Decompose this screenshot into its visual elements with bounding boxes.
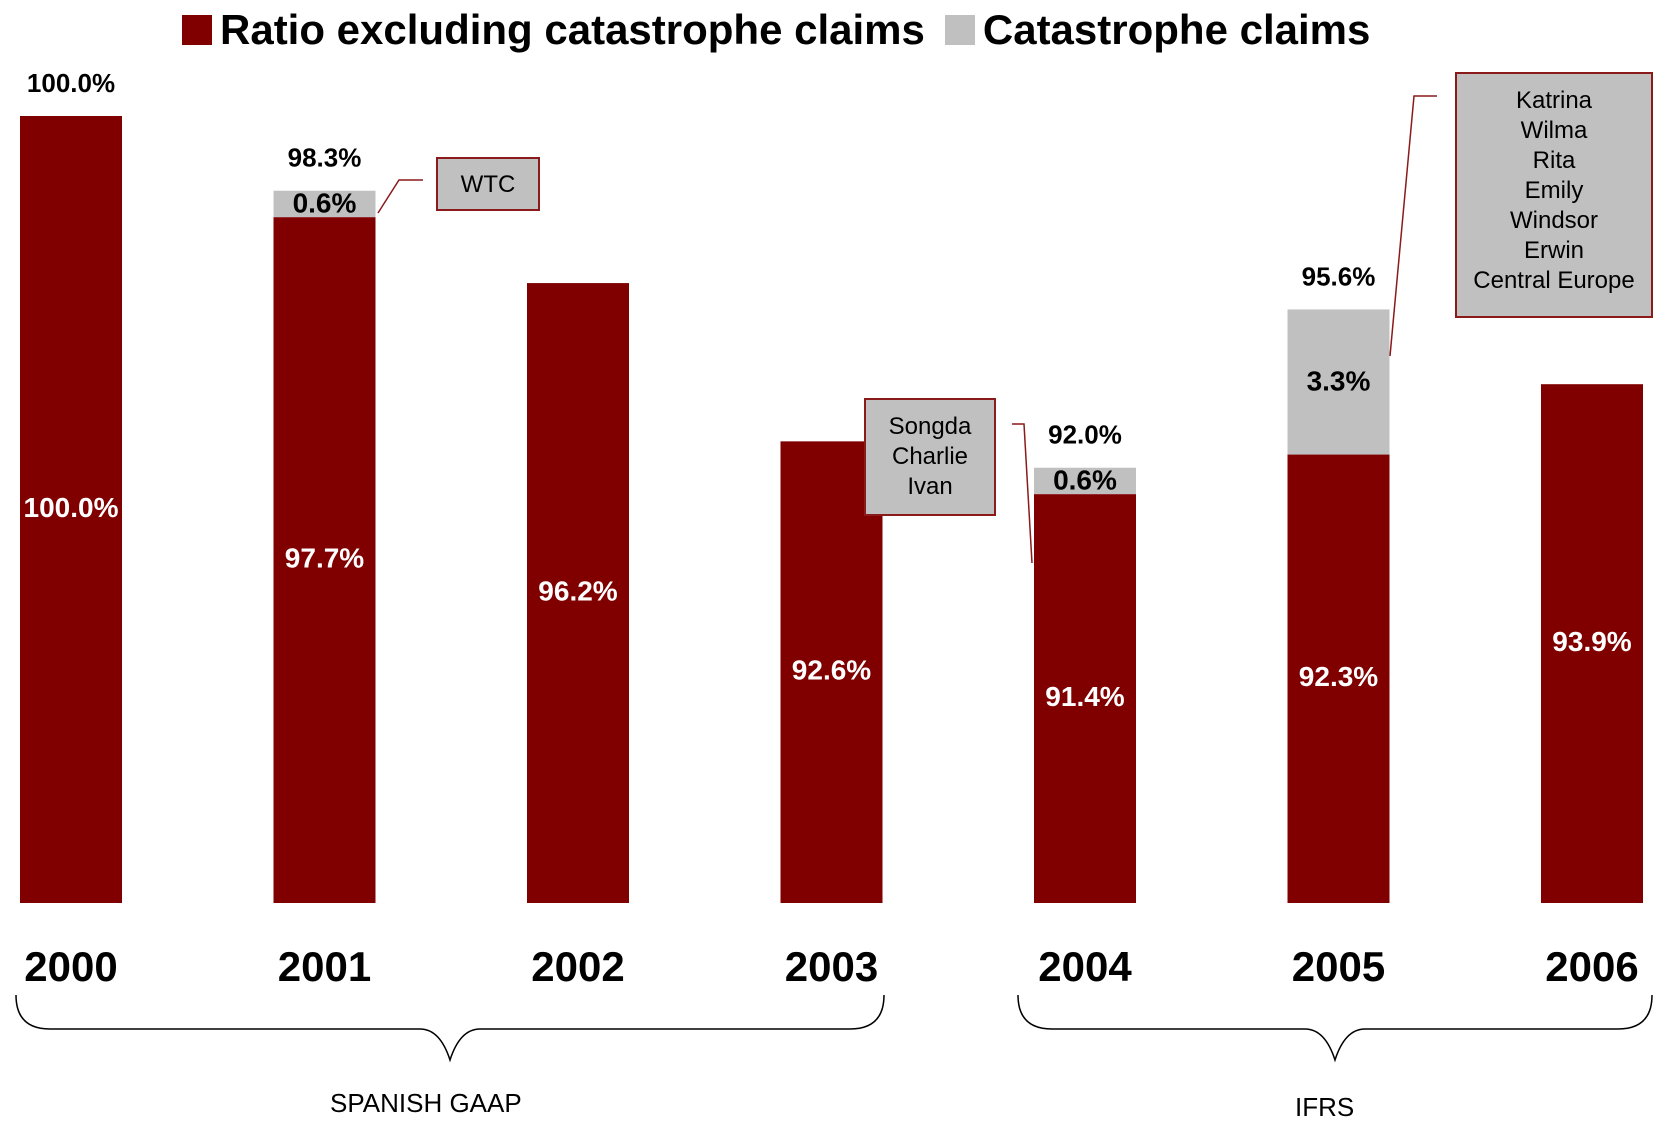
bar-total-label-2005: 95.6% <box>1302 261 1376 291</box>
bar-base-2004 <box>1034 494 1136 903</box>
bar-cat-label-2005: 3.3% <box>1307 365 1371 396</box>
callout-line: Central Europe <box>1473 267 1635 294</box>
bar-base-label-2003: 92.6% <box>792 655 871 686</box>
callout-line: Songda <box>888 413 972 440</box>
bar-base-label-2002: 96.2% <box>538 575 617 606</box>
callout-line: WTC <box>460 171 516 198</box>
legend-label-base: Ratio excluding catastrophe claims <box>220 6 925 53</box>
group-label-ifrs: IFRS <box>1295 1092 1355 1122</box>
callout-line: Katrina <box>1515 87 1593 114</box>
callout-line: Rita <box>1532 147 1576 174</box>
leader-line-2005 <box>1389 95 1437 357</box>
leader-line-wtc <box>377 179 423 214</box>
callout-line: Ivan <box>907 473 953 500</box>
bar-base-2002 <box>527 283 629 903</box>
callout-2004: Songda Charlie Ivan <box>864 398 996 516</box>
callout-line: Charlie <box>891 443 969 470</box>
legend-swatch-base <box>182 15 212 45</box>
bar-base-2006 <box>1541 384 1643 903</box>
legend-item-cat: Catastrophe claims <box>944 6 1371 54</box>
x-tick-label-2003: 2003 <box>785 943 878 990</box>
bar-base-2000 <box>20 116 122 903</box>
bar-base-label-2006: 93.9% <box>1552 626 1631 657</box>
callout-2005: Katrina Wilma Rita Emily Windsor Erwin C… <box>1455 72 1653 318</box>
bar-cat-2004 <box>1034 467 1136 495</box>
x-tick-label-2002: 2002 <box>531 943 624 990</box>
x-tick-label-2001: 2001 <box>278 943 371 990</box>
bar-base-label-2005: 92.3% <box>1299 661 1378 692</box>
bar-cat-label-2004: 0.6% <box>1053 464 1117 495</box>
brace-ifrs <box>1017 994 1653 1063</box>
x-tick-label-2005: 2005 <box>1292 943 1385 990</box>
legend: Ratio excluding catastrophe claims Catas… <box>182 6 1390 54</box>
callout-line: Wilma <box>1520 117 1588 144</box>
callout-line: Windsor <box>1509 207 1599 234</box>
bar-base-label-2000: 100.0% <box>24 492 119 523</box>
x-tick-label-2000: 2000 <box>24 943 117 990</box>
bar-total-label-2004: 92.0% <box>1048 420 1122 450</box>
bar-base-2001 <box>273 217 376 903</box>
bar-total-label-2001: 98.3% <box>288 143 362 173</box>
bar-cat-label-2001: 0.6% <box>293 187 357 218</box>
group-label-spanish-gaap: SPANISH GAAP <box>330 1088 522 1118</box>
leader-line-2004 <box>1012 423 1033 564</box>
bar-total-label-2000: 100.0% <box>27 68 115 98</box>
callout-wtc: WTC <box>436 157 540 211</box>
legend-item-base: Ratio excluding catastrophe claims <box>182 6 925 54</box>
bar-base-2005 <box>1287 454 1390 903</box>
legend-label-cat: Catastrophe claims <box>982 6 1371 53</box>
brace-spanish-gaap <box>15 994 885 1063</box>
callout-line: Erwin <box>1523 237 1584 264</box>
bar-cat-2005 <box>1287 309 1390 455</box>
x-tick-label-2004: 2004 <box>1038 943 1132 990</box>
x-tick-label-2006: 2006 <box>1545 943 1638 990</box>
bar-cat-2001 <box>273 190 376 218</box>
bar-base-2003 <box>780 441 883 903</box>
bar-base-label-2004: 91.4% <box>1045 681 1124 712</box>
callout-line: Emily <box>1524 177 1584 204</box>
legend-swatch-cat <box>944 15 975 45</box>
bar-base-label-2001: 97.7% <box>285 542 364 573</box>
